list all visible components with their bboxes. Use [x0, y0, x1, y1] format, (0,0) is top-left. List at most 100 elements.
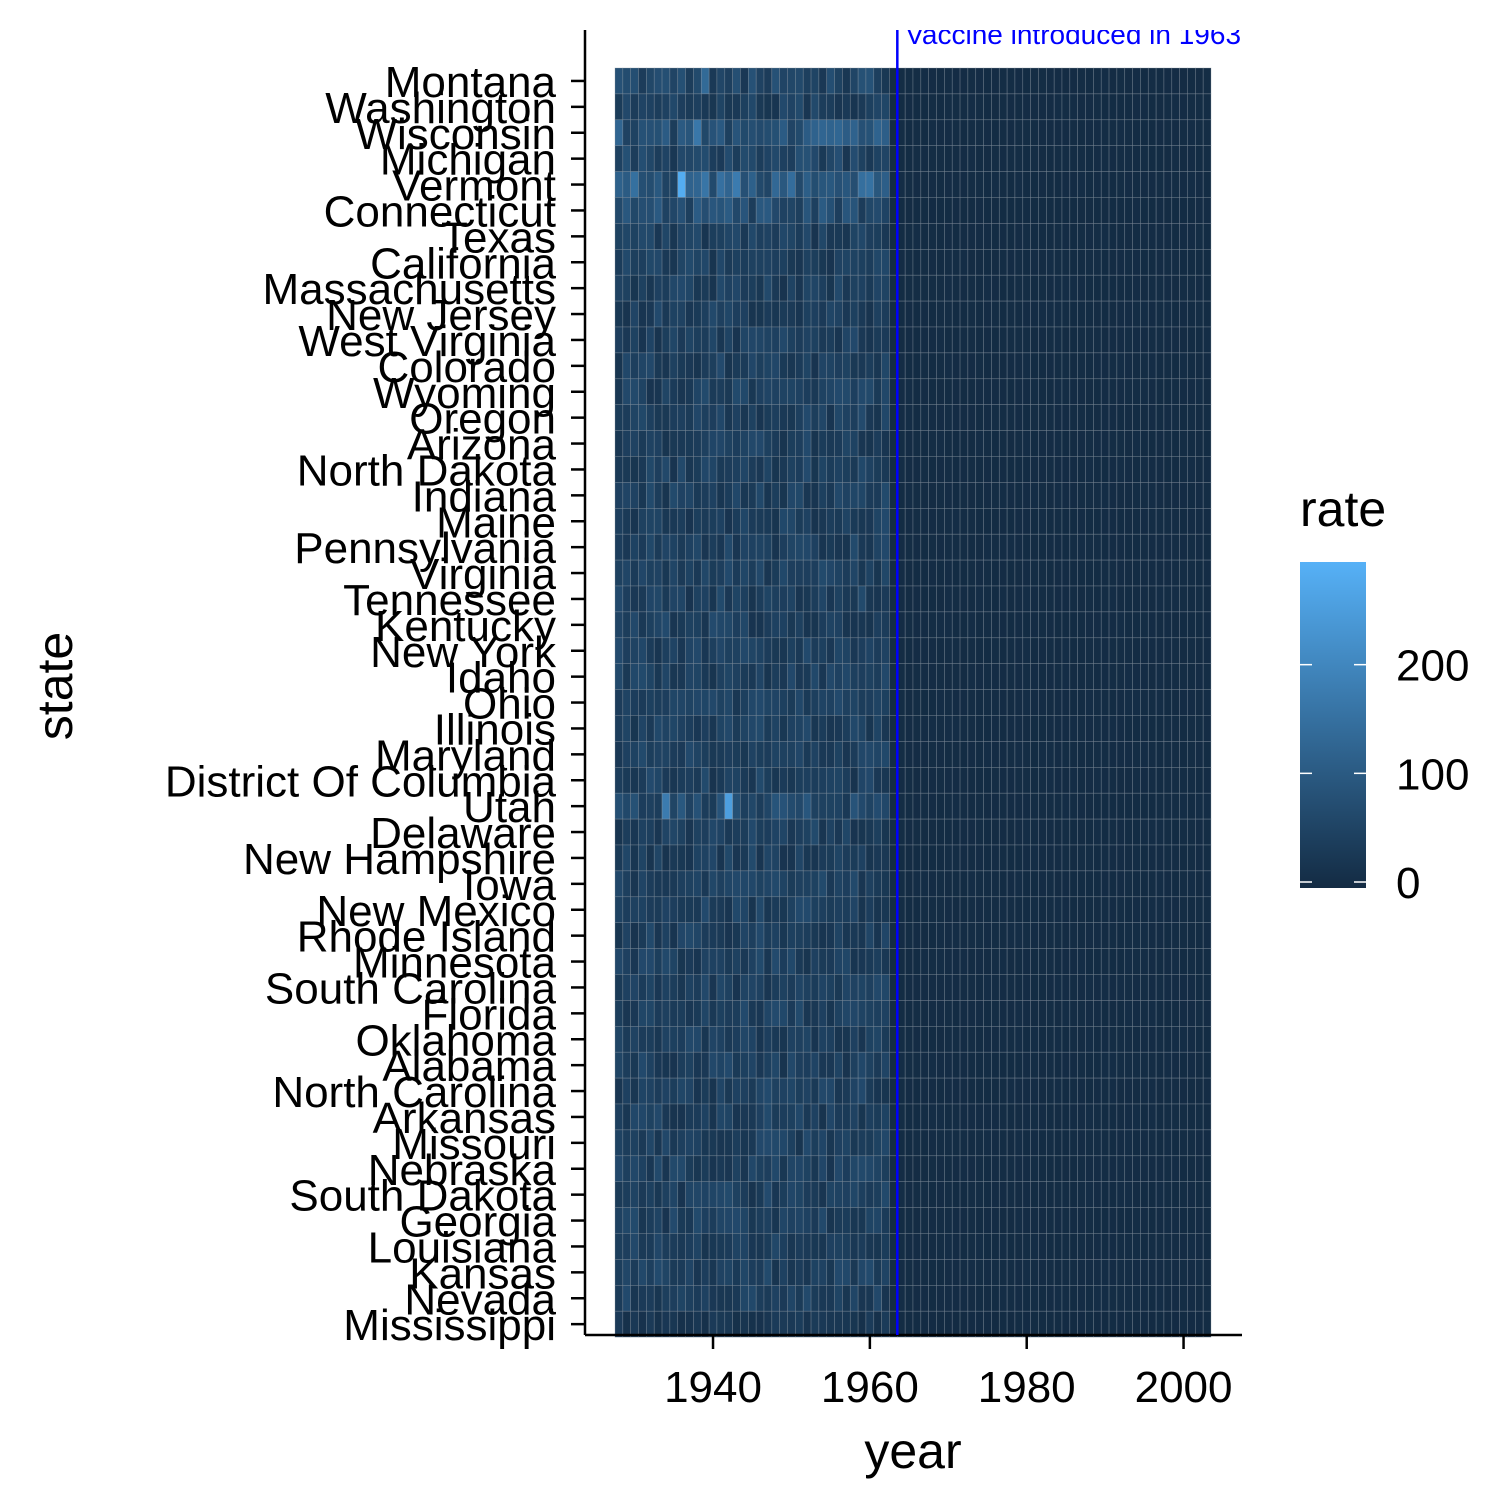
heatmap-cell: [1171, 300, 1180, 328]
heatmap-cell: [1108, 507, 1118, 535]
heatmap-cell: [677, 119, 686, 147]
heatmap-cell: [771, 1051, 780, 1079]
heatmap-cell: [1085, 197, 1094, 224]
heatmap-cell: [1093, 844, 1102, 872]
heatmap-cell: [732, 1000, 741, 1027]
heatmap-cell: [638, 171, 647, 198]
y-tick-label: Delaware: [370, 809, 556, 858]
heatmap-cell: [630, 93, 639, 121]
heatmap-cell: [653, 1181, 663, 1208]
heatmap-cell: [1171, 1077, 1180, 1105]
heatmap-cell: [1108, 1310, 1118, 1338]
heatmap-cell: [818, 611, 828, 639]
heatmap-cell: [826, 611, 835, 639]
heatmap-cell: [614, 1207, 624, 1234]
heatmap-cell: [1163, 352, 1173, 380]
heatmap-cell: [732, 456, 741, 483]
heatmap-cell: [732, 1310, 741, 1338]
heatmap-cell: [771, 1259, 780, 1286]
heatmap-cell: [614, 844, 624, 872]
heatmap-cell: [685, 93, 694, 121]
heatmap-cell: [779, 1129, 788, 1157]
heatmap-cell: [1124, 1259, 1133, 1286]
heatmap-cell: [920, 896, 929, 923]
heatmap-cell: [693, 741, 702, 768]
heatmap-cell: [1155, 559, 1165, 587]
heatmap-cell: [818, 870, 828, 898]
heatmap-cell: [1116, 689, 1126, 716]
heatmap-cell: [975, 197, 984, 224]
heatmap-cell: [865, 1155, 875, 1183]
heatmap-cell: [834, 67, 843, 95]
heatmap-cell: [614, 300, 624, 328]
heatmap-cell: [1006, 533, 1016, 561]
heatmap-cell: [779, 326, 788, 354]
heatmap-cell: [1124, 870, 1133, 898]
heatmap-cell: [881, 611, 890, 639]
heatmap-cell: [708, 119, 718, 147]
heatmap-cell: [1014, 844, 1024, 872]
heatmap-cell: [1187, 430, 1196, 457]
heatmap-cell: [1046, 792, 1055, 820]
heatmap-cell: [928, 948, 937, 975]
heatmap-cell: [708, 430, 718, 457]
heatmap-cell: [1124, 274, 1133, 302]
heatmap-cell: [1171, 507, 1180, 535]
heatmap-cell: [826, 1181, 835, 1208]
heatmap-cell: [1132, 974, 1141, 1001]
heatmap-cell: [810, 326, 820, 354]
heatmap-cell: [1187, 818, 1196, 846]
heatmap-cell: [1202, 404, 1212, 431]
heatmap-cell: [716, 1129, 726, 1157]
heatmap-cell: [818, 585, 828, 613]
heatmap-cell: [669, 792, 679, 820]
heatmap-cell: [630, 792, 639, 820]
heatmap-cell: [700, 1259, 710, 1286]
heatmap-cell: [795, 1129, 804, 1157]
heatmap-cell: [881, 93, 890, 121]
heatmap-cell: [1140, 1026, 1149, 1053]
heatmap-cell: [622, 249, 631, 276]
heatmap-cell: [1014, 1310, 1024, 1338]
heatmap-cell: [951, 171, 961, 198]
heatmap-cell: [630, 689, 639, 716]
heatmap-cell: [1124, 533, 1133, 561]
heatmap-cell: [1030, 197, 1039, 224]
heatmap-cell: [1124, 792, 1133, 820]
heatmap-cell: [653, 766, 663, 794]
heatmap-cell: [763, 1103, 773, 1131]
heatmap-cell: [1155, 637, 1165, 664]
heatmap-cell: [638, 715, 647, 742]
heatmap-cell: [928, 378, 937, 405]
heatmap-cell: [685, 818, 694, 846]
heatmap-cell: [1116, 67, 1126, 95]
heatmap-cell: [1030, 689, 1039, 716]
heatmap-cell: [1046, 818, 1055, 846]
y-tick-label: Montana: [385, 58, 557, 107]
heatmap-cell: [669, 611, 679, 639]
heatmap-cell: [1030, 818, 1039, 846]
heatmap-cell: [1108, 1051, 1118, 1079]
heatmap-cell: [1116, 974, 1126, 1001]
heatmap-cell: [865, 197, 875, 224]
heatmap-cell: [1046, 715, 1055, 742]
heatmap-cell: [802, 896, 812, 923]
heatmap-cell: [920, 611, 929, 639]
heatmap-cell: [1022, 741, 1031, 768]
heatmap-cell: [700, 1103, 710, 1131]
heatmap-cell: [810, 145, 820, 172]
heatmap-cell: [1093, 559, 1102, 587]
heatmap-cell: [912, 197, 922, 224]
heatmap-cell: [951, 1077, 961, 1105]
heatmap-cell: [1030, 766, 1039, 794]
heatmap-cell: [1108, 456, 1118, 483]
heatmap-cell: [1053, 870, 1063, 898]
heatmap-cell: [740, 93, 749, 121]
heatmap-cell: [912, 171, 922, 198]
heatmap-cell: [779, 1310, 788, 1338]
heatmap-cell: [1100, 1051, 1110, 1079]
heatmap-cell: [795, 974, 804, 1001]
heatmap-cell: [818, 456, 828, 483]
heatmap-cell: [1155, 67, 1165, 95]
